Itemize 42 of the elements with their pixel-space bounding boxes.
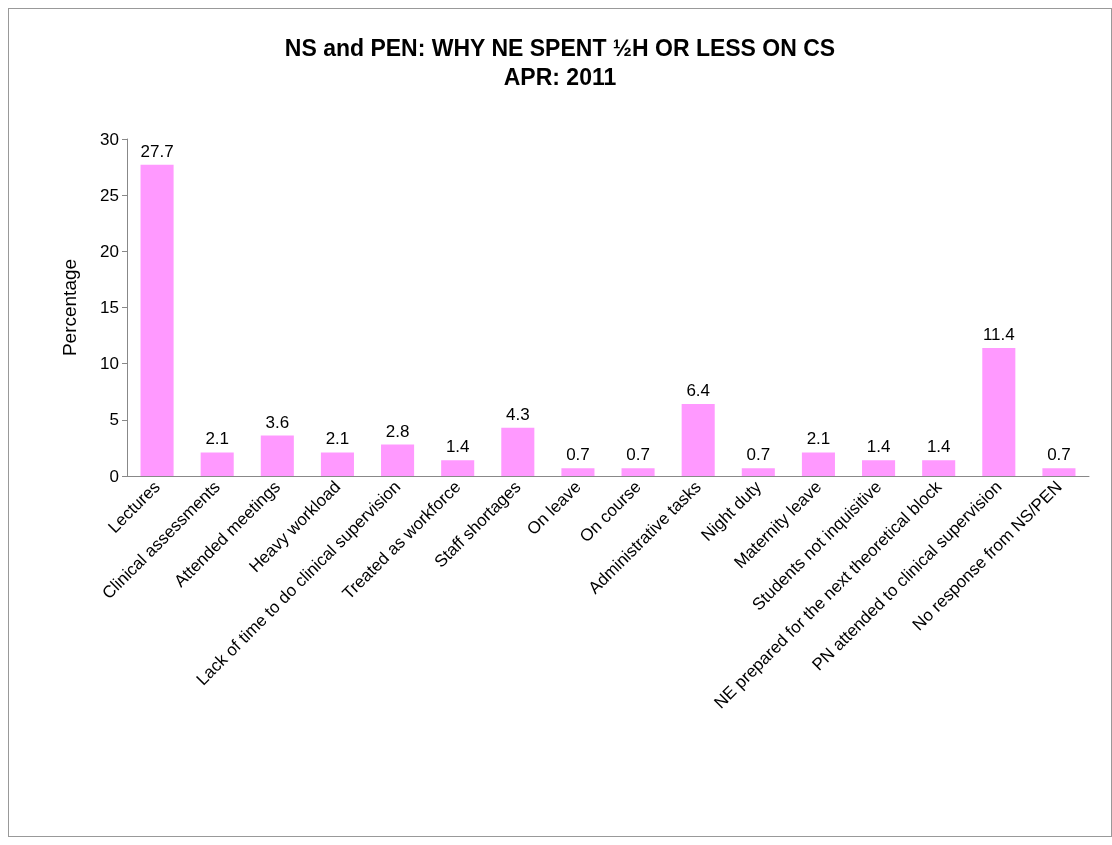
bar — [200, 452, 234, 476]
chart-title: NS and PEN: WHY NE SPENT ½H OR LESS ON CS — [284, 34, 836, 61]
data-label: 1.4 — [866, 437, 891, 457]
bar — [741, 468, 775, 476]
data-label: 2.1 — [205, 429, 230, 449]
y-tick-label: 25 — [100, 185, 119, 205]
bar — [140, 164, 174, 476]
bar — [381, 444, 415, 476]
bar — [1042, 468, 1076, 476]
data-label: 1.4 — [926, 437, 951, 457]
data-label: 0.7 — [566, 445, 590, 465]
y-tick-label: 0 — [109, 466, 119, 486]
data-label: 0.7 — [1047, 445, 1071, 465]
y-tick-label: 20 — [100, 241, 119, 261]
bar — [862, 460, 896, 476]
data-label: 27.7 — [140, 141, 174, 161]
y-tick-label: 10 — [100, 354, 119, 374]
data-label: 2.1 — [325, 429, 350, 449]
bar — [801, 452, 835, 476]
bar — [982, 347, 1016, 476]
data-label: 6.4 — [686, 381, 711, 401]
bar — [621, 468, 655, 476]
data-label: 0.7 — [626, 445, 650, 465]
chart-subtitle: APR: 2011 — [503, 63, 617, 90]
data-label: 1.4 — [445, 437, 470, 457]
bar — [681, 404, 715, 476]
data-label: 2.8 — [385, 421, 410, 441]
bar — [441, 460, 475, 476]
bar — [561, 468, 595, 476]
data-label: 0.7 — [746, 445, 771, 465]
data-label: 3.6 — [265, 412, 290, 432]
y-tick-label: 15 — [100, 298, 119, 317]
data-label: 4.3 — [505, 404, 530, 424]
bar — [260, 435, 294, 476]
y-tick-label: 5 — [109, 410, 119, 430]
y-tick-label: 30 — [100, 129, 119, 149]
data-label: 11.4 — [982, 324, 1015, 344]
data-label: 2.1 — [806, 429, 831, 449]
bar — [501, 427, 535, 476]
bar — [922, 460, 956, 476]
y-axis-title: Percentage — [59, 258, 80, 357]
bar — [320, 452, 354, 476]
